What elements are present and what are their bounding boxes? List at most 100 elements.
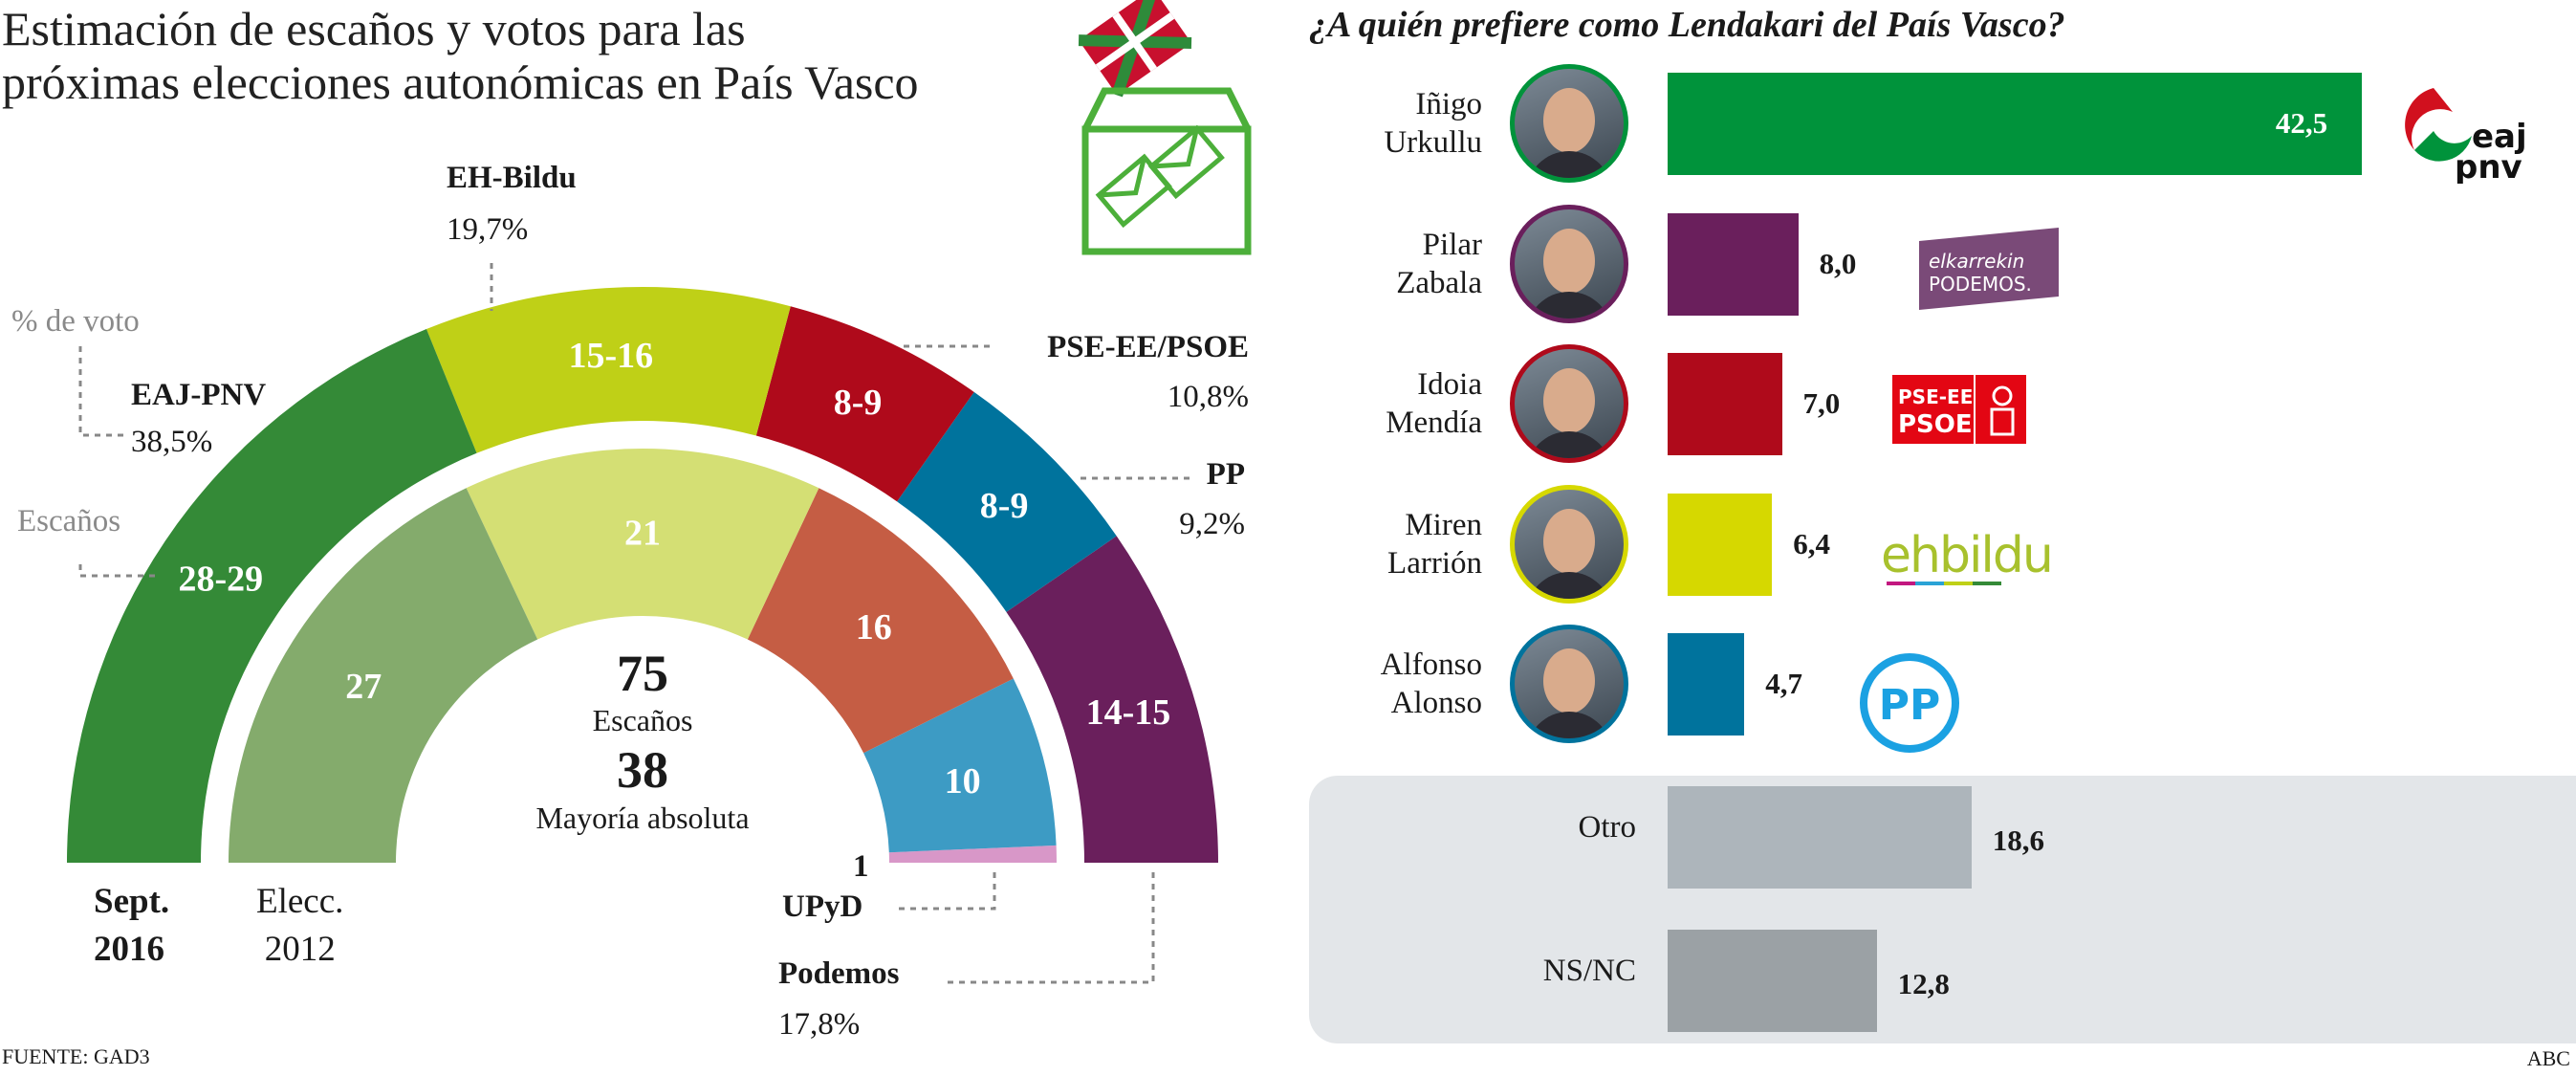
svg-text:PSOE: PSOE (1898, 410, 1973, 439)
segment-2016-eh-bildu (426, 286, 791, 453)
ring-label-2016-line2: 2016 (94, 930, 164, 969)
label-pse: PSE-EE/PSOE (1047, 330, 1249, 364)
ring-label-2012-line2: 2012 (264, 930, 336, 969)
segment-seats-label: 8-9 (980, 486, 1029, 526)
segment-2016-pp (897, 391, 1117, 612)
vote-pse: 10,8% (1167, 380, 1249, 414)
majority: 38 (617, 741, 668, 799)
segment-2016-pse-ee-psoe (755, 306, 974, 502)
legend-vote: % de voto (11, 304, 140, 339)
candidate-name: Alfonso Alonso (1291, 646, 1482, 722)
total-seats: 75 (617, 645, 668, 702)
segment-2012-pse-ee-psoe (747, 488, 1014, 754)
face-icon (1543, 368, 1595, 433)
face-icon (1543, 648, 1595, 714)
ring-label-2012-line1: Elecc. (256, 882, 344, 921)
candidate-last-name: Alonso (1390, 686, 1482, 720)
segment-2012-pp (863, 678, 1057, 853)
body-icon (1526, 712, 1612, 738)
svg-text:ehbildu: ehbildu (1881, 527, 2052, 584)
vote-podemos: 17,8% (778, 1007, 861, 1042)
candidate-first-name: Miren (1405, 507, 1482, 542)
majority-label: Mayoría absoluta (535, 801, 750, 835)
candidate-name: Idoia Mendía (1291, 365, 1482, 442)
svg-text:pnv: pnv (2455, 148, 2522, 184)
segment-seats-label: 10 (945, 761, 981, 802)
candidate-first-name: Iñigo (1415, 87, 1482, 121)
segment-seats-label: 8-9 (834, 383, 883, 423)
label-bildu: EH-Bildu (447, 161, 577, 195)
segment-2012-eaj-pnv (229, 488, 538, 863)
candidate-photo (1510, 484, 1628, 604)
candidate-first-name: Pilar (1422, 227, 1482, 262)
vote-bildu: 19,7% (447, 212, 529, 247)
legend-seats: Escaños (17, 504, 121, 538)
segment-seats-label: 21 (624, 514, 661, 554)
title-line-2: próximas elecciones autonómicas en País … (2, 55, 919, 109)
bar (1668, 633, 1745, 736)
upyd-seats: 1 (853, 849, 869, 884)
face-icon (1543, 88, 1595, 153)
svg-text:PODEMOS.: PODEMOS. (1929, 273, 2032, 296)
bar-value: 4,7 (1765, 667, 1803, 700)
segment-seats-label: 14-15 (1086, 692, 1171, 733)
segment-seats-label: 16 (856, 607, 892, 648)
candidate-photo (1510, 344, 1628, 463)
bar (1668, 786, 1972, 889)
title-line-1: Estimación de escaños y votos para las (2, 2, 746, 55)
candidate-first-name: Alfonso (1380, 648, 1482, 682)
segment-seats-label: 15-16 (568, 336, 653, 376)
leader-line-vote (78, 346, 124, 437)
bar-value: 18,6 (1992, 823, 2044, 857)
svg-text:PP: PP (1879, 681, 1941, 730)
other-name: Otro (1578, 810, 1637, 845)
ring-label-2016-line1: Sept. (94, 882, 170, 921)
other-name: NS/NC (1542, 954, 1636, 988)
bar-chart-title: ¿A quién prefiere como Lendakari del Paí… (1309, 5, 2065, 45)
credit: ABC (2526, 1046, 2570, 1070)
segment-2016-podemos (1006, 536, 1218, 863)
pp-logo: PP (1860, 653, 1959, 753)
body-icon (1526, 431, 1612, 458)
segment-seats-label: 28-29 (178, 560, 263, 600)
svg-text:eaj: eaj (2472, 118, 2527, 156)
candidate-last-name: Mendía (1386, 406, 1482, 440)
candidate-last-name: Larrión (1387, 545, 1482, 581)
segment-2016-eaj-pnv (67, 329, 477, 864)
source: FUENTE: GAD3 (2, 1044, 150, 1068)
hemicycle-chart: 28-29 15-16 8-9 8-9 14-15 27 21 16 10 (67, 263, 1218, 984)
bar-value: 8,0 (1819, 246, 1857, 280)
psoe-logo: PSE-EE PSOE (1892, 375, 2026, 444)
podemos-logo: elkarrekin PODEMOS. (1919, 228, 2059, 310)
face-icon (1543, 508, 1595, 574)
eaj-pnv-logo: eaj pnv (2405, 88, 2527, 184)
candidate-name: Iñigo Urkullu (1291, 85, 1482, 162)
leader-line-upyd (899, 872, 996, 911)
segment-seats-label: 27 (345, 667, 382, 707)
bar (1668, 353, 1782, 455)
bar-value: 42,5 (2275, 106, 2328, 140)
body-icon (1526, 291, 1612, 318)
body-icon (1526, 571, 1612, 599)
label-pp: PP (1206, 457, 1245, 492)
ring-label-2012: Elecc. 2012 (256, 878, 343, 974)
bar (1668, 73, 2362, 175)
total-seats-label: Escaños (592, 703, 693, 737)
label-upyd: UPyD (782, 889, 863, 924)
ballot-box-icon (1078, 0, 1252, 255)
svg-text:PSE-EE: PSE-EE (1898, 385, 1973, 408)
candidate-photo (1510, 625, 1628, 743)
bar-value: 7,0 (1802, 386, 1841, 420)
candidate-first-name: Idoia (1417, 367, 1482, 402)
candidate-last-name: Zabala (1396, 265, 1482, 300)
leader-line-seats (78, 564, 158, 578)
svg-text:elkarrekin: elkarrekin (1929, 250, 2024, 273)
candidate-last-name: Urkullu (1384, 125, 1482, 160)
body-icon (1526, 151, 1612, 178)
segment-2012-upyd (888, 845, 1057, 863)
segment-2012-eh-bildu (466, 449, 819, 640)
bar (1668, 212, 1799, 316)
label-podemos: Podemos (778, 956, 900, 991)
label-eaj: EAJ-PNV (131, 378, 267, 412)
bar-value: 6,4 (1793, 526, 1831, 560)
